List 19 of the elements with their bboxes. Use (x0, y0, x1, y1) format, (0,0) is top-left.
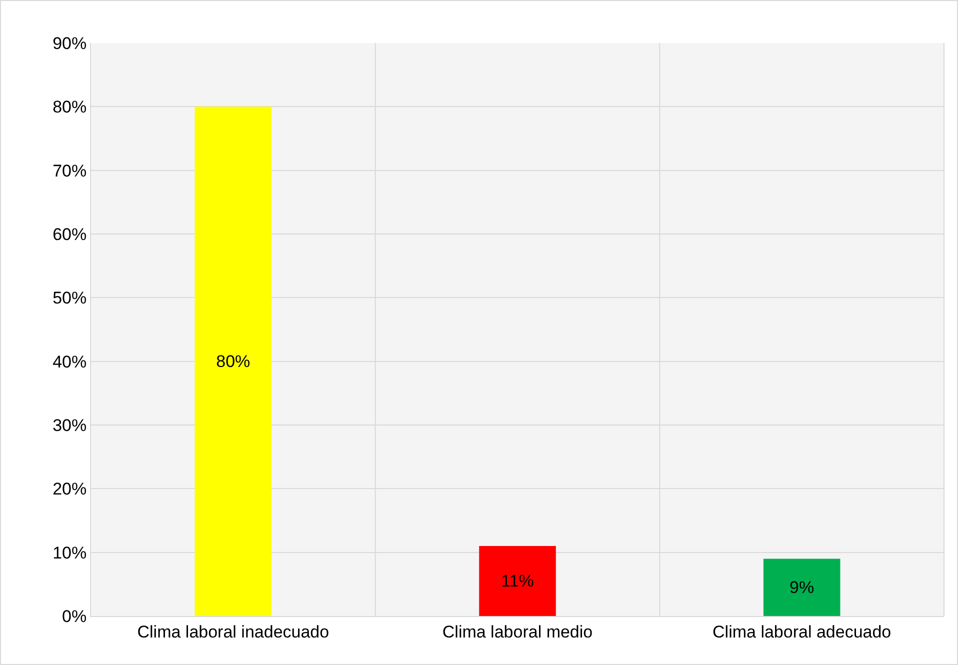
y-tick-label: 0% (62, 606, 87, 626)
y-tick-label: 30% (52, 416, 87, 435)
data-label: 11% (501, 571, 534, 590)
data-label: 9% (790, 578, 814, 597)
bar (479, 546, 556, 616)
y-tick-label: 90% (52, 34, 87, 53)
x-tick-label: Clima laboral adecuado (712, 622, 892, 642)
y-tick-label: 80% (52, 98, 87, 117)
y-tick-label: 40% (52, 352, 87, 372)
y-tick-label: 20% (52, 480, 87, 499)
x-tick-label: Clima laboral medio (442, 622, 593, 642)
data-label: 80% (216, 352, 250, 371)
y-tick-label: 10% (52, 543, 87, 562)
x-tick-label: Clima laboral inadecuado (137, 622, 330, 642)
y-tick-label: 50% (52, 288, 87, 308)
bar (194, 106, 272, 616)
y-tick-label: 70% (52, 161, 87, 180)
bar (763, 558, 840, 616)
y-tick-label: 60% (52, 224, 87, 244)
